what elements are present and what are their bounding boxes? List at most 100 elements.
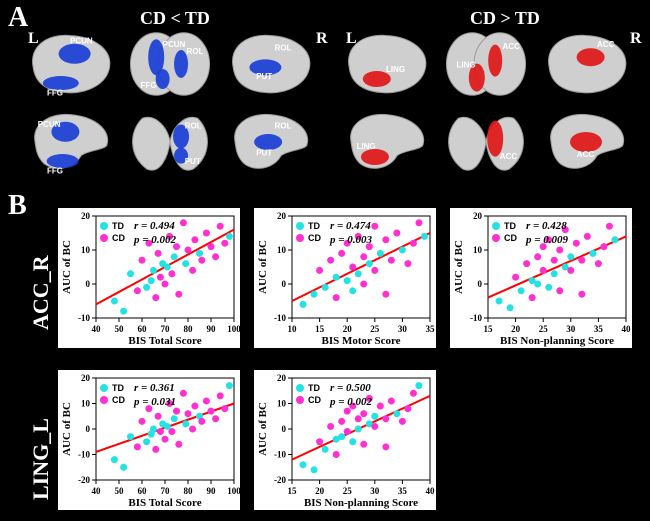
svg-text:0: 0 bbox=[478, 279, 483, 289]
svg-text:CD: CD bbox=[112, 395, 125, 405]
svg-text:TD: TD bbox=[308, 221, 320, 231]
svg-text:70: 70 bbox=[161, 486, 171, 496]
svg-text:ACC: ACC bbox=[597, 40, 615, 49]
svg-text:30: 30 bbox=[398, 324, 408, 334]
brain-view: ACC bbox=[540, 30, 632, 98]
svg-text:r = 0.500: r = 0.500 bbox=[330, 382, 371, 394]
svg-text:40: 40 bbox=[92, 324, 102, 334]
svg-text:AUC of BC: AUC of BC bbox=[61, 402, 73, 456]
svg-text:ROL: ROL bbox=[187, 47, 204, 56]
brain-view: ROLPUT bbox=[224, 30, 316, 98]
svg-text:15: 15 bbox=[315, 324, 325, 334]
scatter-plot: 101520253035-1001020TDCDr = 0.474p = 0.0… bbox=[254, 208, 436, 348]
svg-text:p = 0.002: p = 0.002 bbox=[133, 234, 177, 246]
brain-group-left: PCUNFFG PCUNFFGROLROLPUTPCUNFFG ROLPUTRO… bbox=[24, 30, 334, 190]
brain-view: PCUNFFG bbox=[24, 108, 116, 176]
svg-text:20: 20 bbox=[473, 211, 483, 221]
svg-text:80: 80 bbox=[184, 486, 194, 496]
svg-text:0: 0 bbox=[282, 279, 287, 289]
scatter-plot: 405060708090100-1001020TDCDr = 0.494p = … bbox=[58, 208, 240, 348]
svg-text:r = 0.474: r = 0.474 bbox=[330, 220, 371, 232]
svg-text:20: 20 bbox=[277, 373, 287, 383]
svg-text:25: 25 bbox=[539, 324, 549, 334]
svg-text:AUC of BC: AUC of BC bbox=[257, 240, 269, 294]
svg-text:35: 35 bbox=[398, 486, 408, 496]
svg-text:BIS Motor Score: BIS Motor Score bbox=[321, 335, 400, 347]
brain-group-right: LING LINGACC ACC LING ACC ACC bbox=[340, 30, 640, 190]
header-cd-lt-td: CD < TD bbox=[140, 8, 210, 29]
scatter-plot: 405060708090100-20-1001020TDCDr = 0.361p… bbox=[58, 370, 240, 510]
svg-text:TD: TD bbox=[308, 383, 320, 393]
svg-text:PCUN: PCUN bbox=[70, 37, 93, 46]
brain-view: LINGACC bbox=[440, 30, 532, 98]
row-label-acc-r: ACC_R bbox=[28, 255, 54, 330]
svg-text:LING: LING bbox=[357, 142, 376, 151]
svg-text:20: 20 bbox=[277, 211, 287, 221]
brain-view: LING bbox=[340, 108, 432, 176]
svg-text:BIS Total Score: BIS Total Score bbox=[128, 335, 201, 347]
svg-text:FFG: FFG bbox=[47, 88, 63, 97]
scatter-panel: 405060708090100-1001020TDCDr = 0.494p = … bbox=[58, 208, 240, 348]
svg-text:0: 0 bbox=[86, 279, 91, 289]
svg-text:r = 0.428: r = 0.428 bbox=[526, 220, 567, 232]
brain-view: PCUN FFG bbox=[24, 30, 116, 98]
svg-text:30: 30 bbox=[370, 486, 380, 496]
svg-text:20: 20 bbox=[511, 324, 520, 334]
svg-text:ROL: ROL bbox=[185, 121, 202, 130]
svg-text:60: 60 bbox=[138, 486, 148, 496]
brain-view: ROLPUT bbox=[124, 108, 216, 176]
svg-text:15: 15 bbox=[288, 486, 298, 496]
svg-text:p = 0.031: p = 0.031 bbox=[133, 396, 176, 408]
svg-text:70: 70 bbox=[161, 324, 171, 334]
svg-text:40: 40 bbox=[622, 324, 632, 334]
svg-text:80: 80 bbox=[184, 324, 194, 334]
svg-text:PUT: PUT bbox=[256, 149, 272, 158]
svg-text:TD: TD bbox=[112, 221, 124, 231]
svg-text:90: 90 bbox=[207, 324, 217, 334]
svg-text:p = 0.003: p = 0.003 bbox=[329, 234, 373, 246]
svg-text:10: 10 bbox=[288, 324, 298, 334]
svg-text:30: 30 bbox=[566, 324, 576, 334]
svg-text:-10: -10 bbox=[274, 450, 286, 460]
svg-text:15: 15 bbox=[484, 324, 494, 334]
svg-text:CD: CD bbox=[504, 233, 517, 243]
svg-text:100: 100 bbox=[227, 486, 240, 496]
svg-text:-20: -20 bbox=[274, 475, 286, 485]
svg-text:35: 35 bbox=[426, 324, 436, 334]
scatter-plot: 152025303540-20-1001020TDCDr = 0.500p = … bbox=[254, 370, 436, 510]
svg-text:BIS Total Score: BIS Total Score bbox=[128, 497, 201, 509]
svg-text:50: 50 bbox=[115, 324, 125, 334]
svg-text:CD: CD bbox=[308, 395, 321, 405]
svg-text:r = 0.361: r = 0.361 bbox=[134, 382, 175, 394]
svg-text:10: 10 bbox=[81, 399, 91, 409]
svg-text:BIS Non-planning Score: BIS Non-planning Score bbox=[304, 497, 418, 509]
svg-text:FFG: FFG bbox=[141, 81, 157, 90]
svg-text:50: 50 bbox=[115, 486, 125, 496]
svg-text:BIS Non-planning Score: BIS Non-planning Score bbox=[500, 335, 614, 347]
svg-text:10: 10 bbox=[277, 399, 287, 409]
svg-text:-10: -10 bbox=[78, 313, 90, 323]
svg-text:TD: TD bbox=[504, 221, 516, 231]
svg-text:20: 20 bbox=[315, 486, 325, 496]
figure-root: A CD < TD CD > TD L R L R PCUNFFG PCUNFF… bbox=[0, 0, 650, 521]
svg-text:10: 10 bbox=[81, 245, 91, 255]
svg-text:10: 10 bbox=[277, 245, 287, 255]
svg-text:-10: -10 bbox=[274, 313, 286, 323]
brain-view: ROLPUT bbox=[224, 108, 316, 176]
brain-view: ACC bbox=[540, 108, 632, 176]
svg-text:ACC: ACC bbox=[577, 150, 595, 159]
svg-text:LING: LING bbox=[457, 60, 476, 69]
svg-text:AUC of BC: AUC of BC bbox=[61, 240, 73, 294]
svg-text:-10: -10 bbox=[470, 313, 482, 323]
svg-text:TD: TD bbox=[112, 383, 124, 393]
svg-text:60: 60 bbox=[138, 324, 148, 334]
scatter-plot: 152025303540-1001020TDCDr = 0.428p = 0.0… bbox=[450, 208, 632, 348]
svg-text:25: 25 bbox=[343, 486, 353, 496]
panel-b-label: B bbox=[8, 190, 27, 222]
svg-text:40: 40 bbox=[92, 486, 102, 496]
brain-view: ACC bbox=[440, 108, 532, 176]
svg-text:35: 35 bbox=[594, 324, 604, 334]
svg-text:20: 20 bbox=[81, 373, 91, 383]
row-label-ling-l: LING_L bbox=[28, 418, 54, 500]
svg-text:20: 20 bbox=[81, 211, 91, 221]
